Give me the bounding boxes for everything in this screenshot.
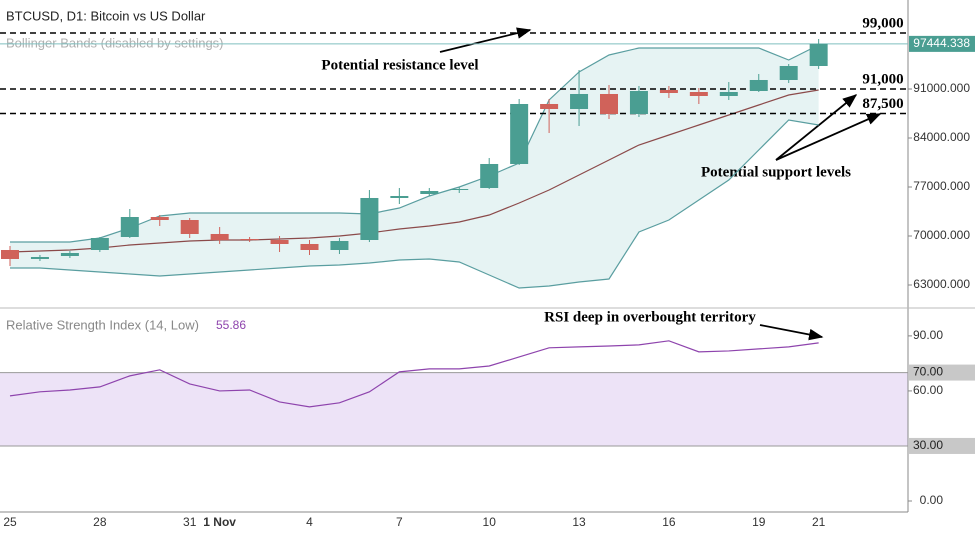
candle-body [510,103,529,164]
x-tick-label: 1 Nov [203,515,236,529]
x-tick-label: 13 [572,515,586,529]
candle-body [150,217,169,220]
candle-body [689,92,708,96]
level-label: 99,000 [862,15,903,31]
candle-body [300,243,319,250]
band-fill [10,44,819,289]
background-layer [0,44,908,446]
band-label-box [909,437,975,454]
candle-body [240,239,259,241]
annotation-arrow [759,324,824,341]
x-tick-label: 31 [183,515,197,529]
candle-body [30,256,49,259]
band-line [10,119,819,289]
candle-body [779,65,798,80]
y-tick-label: 90.00 [913,328,943,342]
x-tick-label: 7 [396,515,403,529]
annotation: Potential support levels [701,164,851,180]
y-tick-label: 70000.000 [913,228,970,242]
candle-body [360,197,379,240]
candle-body [600,93,618,114]
x-tick-label: 21 [812,515,826,529]
candle-body [809,43,828,66]
candle-body [90,238,109,250]
candle-body [60,253,79,256]
x-tick-label: 25 [3,515,17,529]
y-tick-label: 84000.000 [913,130,970,144]
rsi-band [0,372,908,446]
y-tick-label: 60.00 [913,383,943,397]
candle-body [270,239,289,244]
last-price-box [909,35,975,52]
candle-body [749,79,768,91]
candle-body [210,233,229,240]
candle-body [390,196,409,198]
candle-body [180,219,199,234]
candle-body [540,103,559,109]
band-line [9,89,819,253]
band-label: 70.00 [913,365,943,379]
candle-body [330,240,349,250]
candle-body [570,93,589,109]
annotation: RSI deep in overbought territory [544,309,756,325]
candle-body [1,249,19,259]
y-tick-label: 91000.000 [913,81,970,95]
level-label: 87,500 [862,96,903,112]
x-tick-label: 28 [93,515,107,529]
candle-body [420,190,439,194]
candle-body [659,89,678,93]
candle-body [450,189,469,191]
indicator-label: Bollinger Bands (disabled by settings) [6,35,224,50]
level-label: 91,000 [862,71,903,87]
x-tick-label: 19 [752,515,766,529]
y-tick-label: 77000.000 [913,179,970,193]
candle-body [629,91,648,114]
candle-body [120,217,139,237]
last-price-label: 97444.338 [913,36,970,50]
rsi-value: 55.86 [216,318,246,332]
band-label: 30.00 [913,438,943,452]
x-tick-label: 16 [662,515,676,529]
rsi-line [9,340,819,408]
y-tick-label: 63000.000 [913,277,970,291]
x-tick-label: 10 [483,515,497,529]
chart-title: BTCUSD, D1: Bitcoin vs US Dollar [6,8,206,23]
annotation-arrow [775,113,882,161]
annotation: Potential resistance level [321,57,478,73]
x-tick-label: 4 [306,515,313,529]
band-line [10,44,819,243]
candle-body [719,92,738,96]
candle-body [480,163,499,188]
band-label-box [909,364,975,381]
rsi-title: Relative Strength Index (14, Low) [6,317,199,332]
y-tick-label: 0.00 [920,493,944,507]
annotation-arrow [775,94,858,161]
